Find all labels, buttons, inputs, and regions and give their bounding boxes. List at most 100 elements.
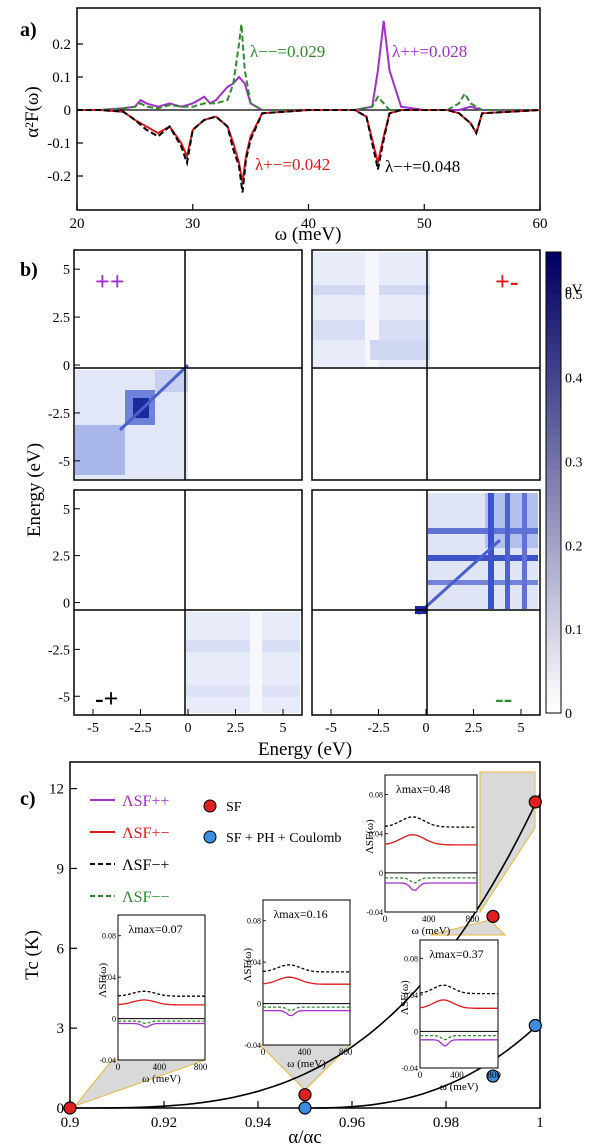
tc-point-sf: [63, 1101, 77, 1115]
inset-ytick-label: 0.04: [102, 973, 116, 982]
colorbar-cell: [546, 453, 561, 463]
quadrant-label-mp: -+: [95, 684, 118, 713]
colorbar-cell: [546, 386, 561, 396]
inset-ytick-label: 0.04: [404, 991, 418, 1000]
panel-c-xtick-label: 0.9: [61, 1115, 80, 1131]
inset-xtick-label: 800: [194, 1062, 208, 1072]
inset-ytick-label: 0.08: [369, 791, 383, 800]
inset-ytick-label: 0.08: [404, 954, 418, 963]
colorbar-cell: [546, 637, 561, 647]
panel-c: c) Tc (K) α/αc 0.9 0.92 0.94 0.96 0.98 1 0 3 6 9…: [20, 761, 544, 1148]
colorbar-cell: [546, 344, 561, 354]
colorbar-cell: [546, 629, 561, 639]
colorbar-cell: [546, 662, 561, 672]
inset-curve-pp: [385, 882, 477, 891]
panel-a-ytick-label: 0.2: [52, 37, 71, 53]
colorbar-cell: [546, 436, 561, 446]
inset-callout: [73, 1059, 206, 1108]
inset-lambda-label: λmax=0.48: [396, 782, 450, 796]
marker-legend-sf: SF: [226, 800, 242, 815]
colorbar-cell: [546, 327, 561, 337]
heatmap-pm-block: [365, 252, 379, 367]
colorbar-tick-label: 0: [565, 707, 572, 722]
colorbar-cell: [546, 687, 561, 697]
panel-a-series-line-0: [77, 20, 540, 111]
panel-c-yticks: 0 3 6 9 12: [49, 782, 77, 1117]
inset-xtick-label: 400: [153, 1062, 167, 1072]
colorbar-cell: [546, 612, 561, 622]
panel-a-ytick-label: -0.2: [47, 169, 71, 185]
colorbar-cell: [546, 696, 561, 706]
panel-c-ytick-label: 0: [57, 1101, 65, 1117]
inset-curve-mm: [420, 1034, 498, 1041]
colorbar-cell: [546, 469, 561, 479]
colorbar-cell: [546, 419, 561, 429]
panel-c-xtick-label: 0.94: [245, 1115, 272, 1131]
panel-a-label: a): [20, 19, 37, 41]
panel-c-ytick-label: 3: [57, 1021, 65, 1037]
sf-fit-curve: [70, 793, 541, 1109]
panel-c-xtick-label: 0.96: [339, 1115, 366, 1131]
panel-a-xtick-label: 50: [417, 216, 432, 232]
panel-b-xtick-label: 2.5: [227, 721, 245, 736]
colorbar-cell: [546, 461, 561, 471]
inset-ytick-label: 0: [379, 869, 383, 878]
inset-xtick-label: 400: [298, 1047, 312, 1057]
heatmap-pp-block: [75, 425, 125, 475]
inset-ytick-label: -0.04: [99, 1056, 116, 1065]
heatmap-mm: --: [311, 489, 541, 716]
panel-b-xtick-label: -2.5: [129, 721, 151, 736]
panel-b-ytick-label: -2.5: [48, 407, 70, 422]
annotation-lambda-mm: λ−−=0.029: [250, 42, 325, 61]
colorbar-cell: [546, 402, 561, 412]
heatmap-pp-diagonal: [118, 363, 190, 432]
inset-curve-mp: [384, 816, 477, 828]
heatmap-mm-block: [428, 528, 538, 534]
legend-item-mp: ΛSF−+: [122, 857, 169, 874]
inset-xtick-label: 0: [383, 914, 388, 924]
inset-xtick-label: 400: [450, 1070, 464, 1080]
annotation-lambda-mp: λ−+=0.048: [385, 157, 460, 176]
tc-point-sf: [486, 909, 500, 923]
legend-item-mm: ΛSF−−: [122, 889, 169, 906]
heatmap-mp-block: [250, 612, 262, 713]
heatmap-pm-block: [370, 340, 430, 360]
marker-legend-sf-ph: SF + PH + Coulomb: [226, 831, 341, 846]
panel-a-ytick-label: 0: [64, 103, 72, 119]
inset-callout: [479, 771, 536, 914]
panel-a: a) α²F(ω) ω (meV) 20 30 40 50 60 0.2 0.1 0 -0.1…: [20, 7, 548, 245]
panel-b-xtick-label: 0: [423, 721, 430, 736]
panel-a-xtick-label: 20: [70, 216, 85, 232]
panel-b-ytick-label: 5: [63, 263, 70, 278]
inset-curve-pm: [262, 976, 350, 985]
panel-c-xticks: 0.9 0.92 0.94 0.96 0.98 1: [61, 1101, 544, 1131]
panel-b-ylabel: Energy (eV): [24, 443, 45, 537]
colorbar-cell: [546, 495, 561, 505]
panel-a-ytick-label: 0.1: [52, 70, 71, 86]
colorbar-cell: [546, 394, 561, 404]
legend-item-pp: ΛSF++: [122, 793, 169, 810]
colorbar-cell: [546, 302, 561, 312]
inset-ytick-label: -0.04: [401, 1064, 418, 1073]
heatmap-mm-block: [428, 555, 538, 561]
inset-curve-pm: [117, 999, 205, 1006]
panel-a-series-line-3: [77, 109, 541, 193]
colorbar-cell: [546, 587, 561, 597]
panel-b-ytick-label: 0: [63, 359, 70, 374]
panel-b-label: b): [20, 259, 38, 281]
panel-b-ytick-label: 5: [63, 503, 70, 518]
inset-xlabel: ω (meV): [440, 1081, 479, 1093]
colorbar-cell: [546, 310, 561, 320]
colorbar-cell: [546, 503, 561, 513]
colorbar-cells: [546, 252, 561, 714]
inset-xlabel: ω (meV): [142, 1073, 181, 1085]
colorbar-cell: [546, 604, 561, 614]
heatmap-mp-block: [186, 612, 300, 713]
panel-c-xtick-label: 0.98: [433, 1115, 459, 1131]
heatmap-pm: +-: [311, 249, 541, 481]
panel-c-xtick-label: 0.92: [151, 1115, 177, 1131]
panel-c-curves: [70, 793, 541, 1109]
